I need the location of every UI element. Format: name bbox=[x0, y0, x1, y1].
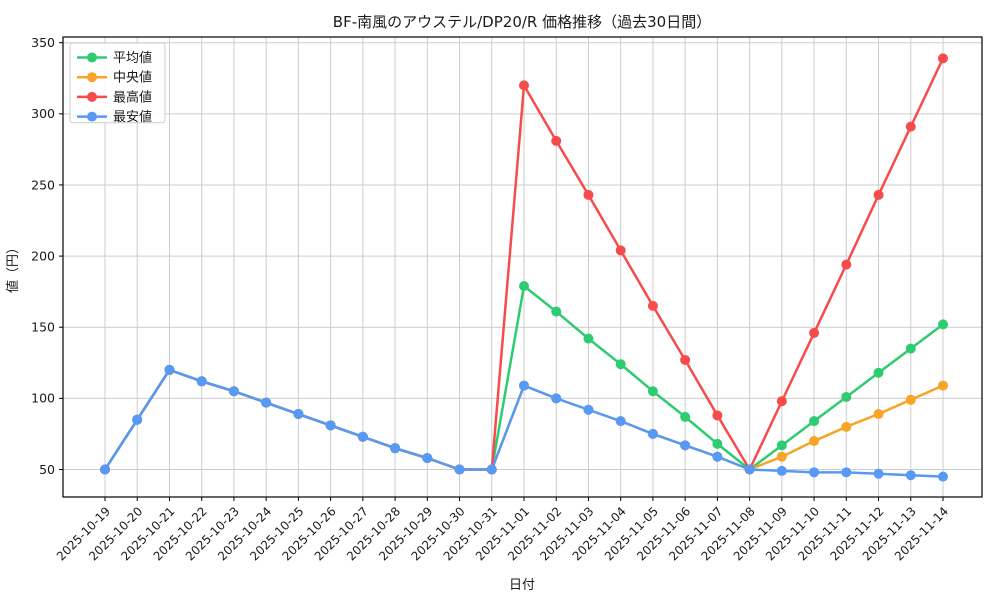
data-point bbox=[905, 394, 916, 405]
data-point bbox=[809, 467, 820, 478]
data-point bbox=[519, 80, 529, 91]
legend-item-label: 中央値 bbox=[113, 70, 152, 86]
data-point bbox=[454, 464, 465, 475]
data-point bbox=[583, 333, 594, 344]
y-tick-label: 250 bbox=[31, 177, 55, 192]
chart-title: BF-南風のアウステル/DP20/R 価格推移（過去30日間） bbox=[333, 13, 711, 31]
y-tick-label: 50 bbox=[39, 462, 55, 477]
data-point bbox=[325, 420, 336, 431]
data-point bbox=[873, 468, 884, 479]
series-3 bbox=[100, 364, 948, 482]
data-point bbox=[905, 121, 916, 132]
data-point bbox=[776, 396, 787, 407]
data-point bbox=[744, 464, 755, 475]
legend-item: 最安値 bbox=[77, 109, 152, 125]
legend-swatch-marker bbox=[87, 111, 97, 122]
legend-item: 平均値 bbox=[77, 50, 152, 66]
y-tick-label: 100 bbox=[31, 391, 55, 406]
data-point bbox=[873, 409, 884, 420]
data-point bbox=[486, 464, 497, 475]
data-point bbox=[100, 464, 110, 475]
data-point bbox=[873, 367, 884, 378]
legend-box bbox=[69, 42, 166, 124]
data-point bbox=[905, 470, 916, 481]
data-point bbox=[841, 391, 852, 402]
data-point bbox=[615, 416, 626, 427]
data-point bbox=[519, 380, 529, 391]
data-point bbox=[809, 416, 820, 427]
y-tick-label: 350 bbox=[31, 35, 55, 50]
data-point bbox=[196, 376, 207, 387]
data-point bbox=[841, 421, 852, 432]
data-point bbox=[228, 386, 239, 397]
data-point bbox=[583, 404, 594, 415]
data-point bbox=[809, 327, 820, 338]
legend-swatch-marker bbox=[87, 52, 97, 63]
data-point bbox=[583, 189, 594, 200]
data-point bbox=[615, 359, 626, 370]
data-point bbox=[647, 386, 658, 397]
data-point bbox=[809, 436, 820, 447]
data-point bbox=[551, 135, 562, 146]
data-point bbox=[551, 393, 562, 404]
legend-item-label: 最高値 bbox=[113, 89, 152, 105]
y-axis-label: 値（円） bbox=[5, 241, 21, 293]
data-point bbox=[938, 380, 948, 391]
y-tick-label: 300 bbox=[31, 106, 55, 121]
legend-swatch-marker bbox=[87, 91, 97, 102]
data-point bbox=[938, 53, 948, 64]
data-point bbox=[132, 414, 143, 425]
x-axis-label: 日付 bbox=[509, 578, 535, 593]
series-lines bbox=[100, 53, 948, 482]
data-point bbox=[647, 428, 658, 439]
data-point bbox=[422, 453, 433, 464]
data-point bbox=[164, 364, 175, 375]
y-tick-label: 150 bbox=[31, 320, 55, 335]
data-point bbox=[647, 300, 658, 311]
data-point bbox=[680, 440, 691, 451]
plot-border bbox=[62, 36, 983, 498]
data-point bbox=[938, 319, 948, 330]
data-point bbox=[712, 438, 723, 449]
data-point bbox=[519, 280, 529, 291]
data-point bbox=[938, 471, 948, 482]
legend-swatch-marker bbox=[87, 72, 97, 83]
legend-item-label: 最安値 bbox=[113, 109, 152, 125]
data-point bbox=[615, 245, 626, 256]
legend-item: 最高値 bbox=[77, 89, 152, 105]
data-point bbox=[357, 431, 368, 442]
data-point bbox=[551, 306, 562, 317]
data-point bbox=[293, 409, 304, 420]
data-point bbox=[712, 451, 723, 462]
data-point bbox=[776, 451, 787, 462]
data-point bbox=[905, 343, 916, 354]
data-point bbox=[261, 397, 272, 408]
data-point bbox=[776, 440, 787, 451]
data-point bbox=[841, 467, 852, 478]
data-point bbox=[873, 189, 884, 200]
legend-item: 中央値 bbox=[77, 70, 152, 86]
data-point bbox=[712, 410, 723, 421]
data-point bbox=[776, 465, 787, 476]
data-point bbox=[390, 443, 401, 454]
legend-item-label: 平均値 bbox=[113, 50, 152, 66]
data-point bbox=[680, 411, 691, 422]
y-tick-label: 200 bbox=[31, 248, 55, 263]
data-point bbox=[841, 259, 852, 270]
data-point bbox=[680, 354, 691, 365]
